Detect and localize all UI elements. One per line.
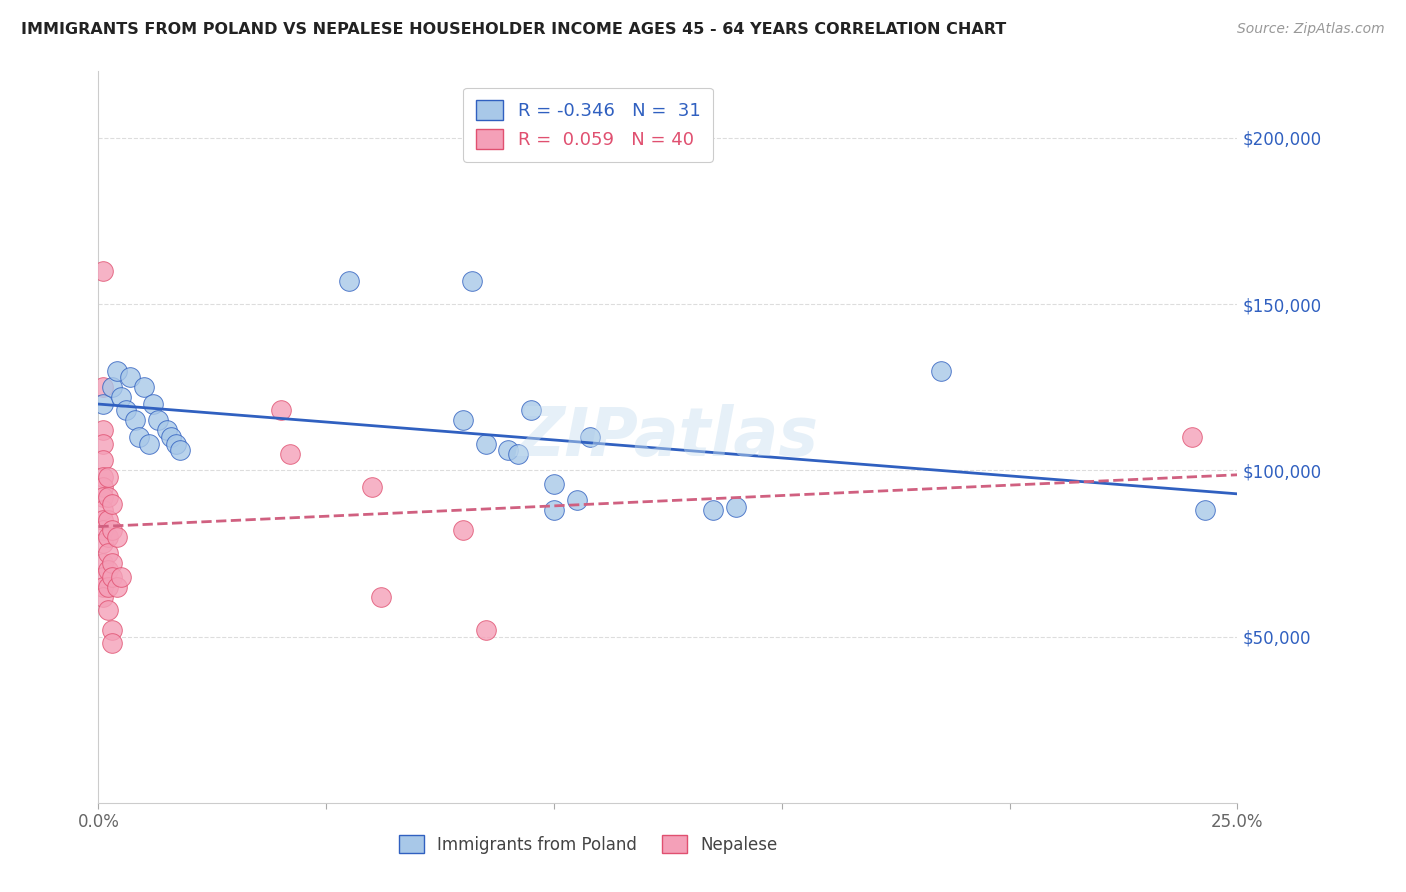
Point (91, 264, 114, 278)
Point (1181, 430, 1204, 444)
Point (110, 390, 132, 404)
Point (120, 370, 142, 384)
Point (91, 503, 114, 517)
Point (1194, 503, 1216, 517)
Point (91, 490, 114, 504)
Point (91, 523, 114, 537)
Point (91, 397, 114, 411)
Point (96, 513, 118, 527)
Point (101, 497, 124, 511)
Text: ZIPatlas: ZIPatlas (517, 404, 818, 470)
Point (101, 380, 124, 394)
Point (91, 380, 114, 394)
Point (498, 443, 520, 458)
Legend: Immigrants from Poland, Nepalese: Immigrants from Poland, Nepalese (392, 829, 785, 860)
Point (101, 557, 124, 571)
Point (96, 546, 118, 560)
Point (114, 403, 136, 417)
Point (96, 563, 118, 577)
Point (138, 436, 160, 450)
Point (105, 580, 128, 594)
Point (91, 480, 114, 494)
Point (543, 503, 565, 517)
Point (142, 397, 165, 411)
Point (156, 424, 179, 438)
Point (91, 536, 114, 550)
Point (451, 413, 474, 427)
Point (91, 580, 114, 594)
Point (929, 363, 952, 377)
Point (725, 500, 748, 514)
Point (91, 590, 114, 604)
Point (101, 636, 124, 650)
Point (91, 513, 114, 527)
Point (474, 436, 496, 450)
Point (270, 403, 292, 417)
Point (474, 623, 496, 637)
Point (96, 580, 118, 594)
Point (91, 470, 114, 484)
Point (91, 570, 114, 584)
Point (146, 413, 169, 427)
Point (96, 490, 118, 504)
Point (337, 274, 360, 288)
Text: IMMIGRANTS FROM POLAND VS NEPALESE HOUSEHOLDER INCOME AGES 45 - 64 YEARS CORRELA: IMMIGRANTS FROM POLAND VS NEPALESE HOUSE… (21, 22, 1007, 37)
Text: Source: ZipAtlas.com: Source: ZipAtlas.com (1237, 22, 1385, 37)
Point (461, 274, 484, 288)
Point (579, 430, 602, 444)
Point (169, 443, 191, 458)
Point (702, 503, 724, 517)
Point (128, 430, 150, 444)
Point (565, 493, 588, 508)
Point (506, 447, 529, 461)
Point (91, 453, 114, 467)
Point (96, 603, 118, 617)
Point (101, 523, 124, 537)
Point (520, 403, 543, 417)
Point (370, 590, 392, 604)
Point (110, 570, 132, 584)
Point (543, 476, 565, 491)
Point (91, 436, 114, 450)
Point (160, 430, 183, 444)
Point (451, 523, 474, 537)
Point (101, 623, 124, 637)
Point (105, 530, 128, 544)
Point (96, 470, 118, 484)
Point (96, 530, 118, 544)
Point (360, 480, 382, 494)
Point (124, 413, 146, 427)
Point (165, 436, 187, 450)
Point (91, 424, 114, 438)
Point (101, 570, 124, 584)
Point (132, 380, 155, 394)
Point (278, 447, 301, 461)
Point (105, 363, 128, 377)
Point (91, 557, 114, 571)
